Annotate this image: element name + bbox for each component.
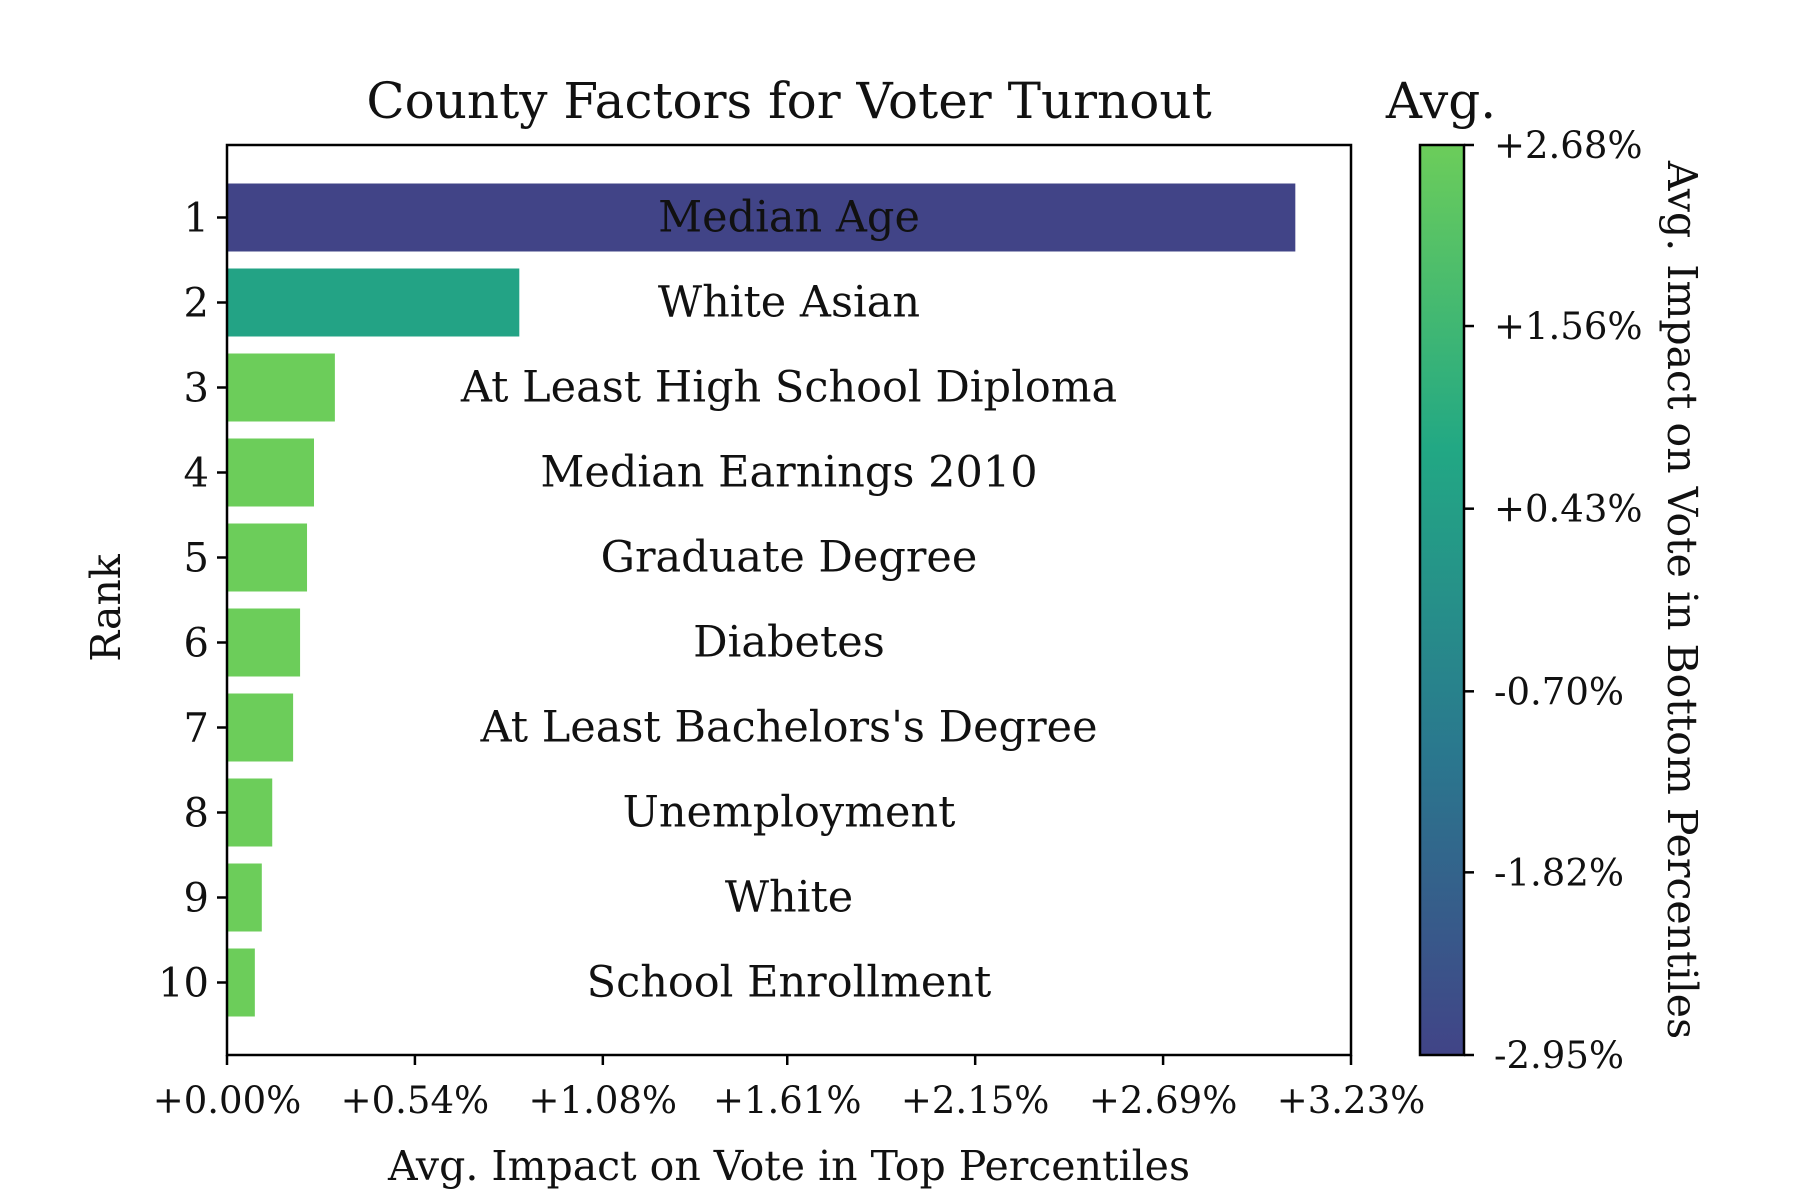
- colorbar-tick-label: +0.43%: [1494, 488, 1643, 531]
- y-tick-label: 9: [184, 876, 209, 922]
- y-tick-label: 3: [184, 366, 209, 412]
- x-tick-label: +2.69%: [1089, 1079, 1238, 1122]
- bar-label-8: Unemployment: [623, 788, 956, 838]
- bar-label-7: At Least Bachelors's Degree: [479, 703, 1097, 753]
- colorbar-label: Avg. Impact on Vote in Bottom Percentile…: [1658, 160, 1706, 1039]
- bar-3: [227, 353, 335, 422]
- colorbar-title: Avg.: [1385, 72, 1496, 130]
- x-tick-label: +0.00%: [153, 1079, 302, 1122]
- x-tick-label: +3.23%: [1277, 1079, 1426, 1122]
- bar-9: [227, 863, 262, 932]
- x-tick-label: +0.54%: [341, 1079, 490, 1122]
- bar-4: [227, 438, 314, 507]
- x-tick-label: +2.15%: [901, 1079, 1050, 1122]
- bar-7: [227, 693, 294, 762]
- bar-label-9: White: [725, 873, 853, 923]
- x-tick-label: +1.08%: [529, 1079, 678, 1122]
- bar-label-4: Median Earnings 2010: [540, 448, 1037, 498]
- colorbar-ticks-layer: +2.68% +1.56% +0.43% -0.70% -1.82% -2.95%: [1464, 124, 1643, 1077]
- x-axis-label: Avg. Impact on Vote in Top Percentiles: [387, 1142, 1190, 1190]
- bar-labels-layer: Median Age White Asian At Least High Schoo…: [460, 193, 1117, 1008]
- colorbar-tick-label: -1.82%: [1494, 851, 1624, 894]
- y-tick-label: 5: [184, 536, 209, 582]
- bar-5: [227, 523, 308, 592]
- bars-layer: [227, 183, 1296, 1017]
- y-tick-label: 7: [184, 706, 209, 752]
- chart-title: County Factors for Voter Turnout: [366, 72, 1211, 130]
- plot-frame: [225, 143, 1353, 1057]
- y-tick-label: 2: [184, 281, 209, 327]
- bar-label-10: School Enrollment: [587, 958, 992, 1008]
- colorbar-tick-label: +2.68%: [1494, 124, 1643, 167]
- colorbar-tick-label: -2.95%: [1494, 1034, 1624, 1077]
- bar-label-3: At Least High School Diploma: [460, 363, 1117, 413]
- bar-6: [227, 608, 301, 677]
- colorbar-tick-label: +1.56%: [1494, 305, 1643, 348]
- bar-1: [227, 183, 1296, 252]
- bar-label-6: Diabetes: [693, 618, 885, 668]
- x-tick-label: +1.61%: [713, 1079, 862, 1122]
- y-tick-label: 10: [158, 961, 209, 1007]
- bar-label-2: White Asian: [658, 278, 920, 328]
- colorbar: [1418, 143, 1466, 1057]
- x-ticks-layer: +0.00% +0.54% +1.08% +1.61% +2.15% +2.69% +3.2…: [153, 1055, 1426, 1122]
- bar-2: [227, 268, 520, 337]
- bar-8: [227, 778, 273, 847]
- y-tick-label: 6: [184, 621, 209, 667]
- y-ticks-layer: 1 2 3 4 5 6 7 8 9 10: [158, 196, 227, 1007]
- y-tick-label: 8: [184, 791, 209, 837]
- y-axis-label: Rank: [82, 553, 130, 662]
- bar-label-5: Graduate Degree: [601, 533, 978, 583]
- bar-10: [227, 948, 255, 1017]
- bar-label-1: Median Age: [658, 193, 920, 243]
- y-tick-label: 1: [184, 196, 209, 242]
- y-tick-label: 4: [184, 451, 209, 497]
- colorbar-tick-label: -0.70%: [1494, 670, 1624, 713]
